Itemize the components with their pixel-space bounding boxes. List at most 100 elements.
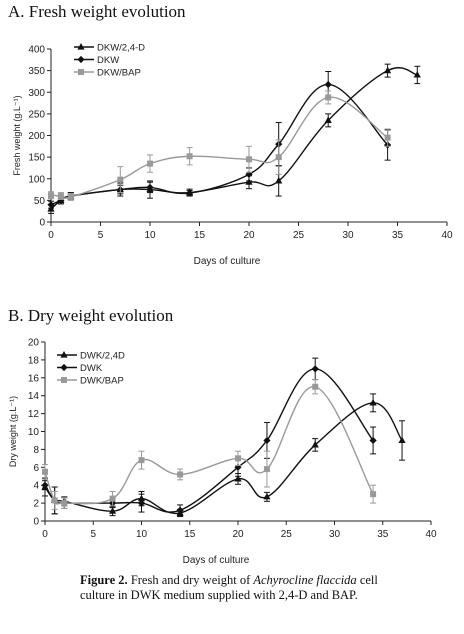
x-tick-label: 40 <box>441 230 453 241</box>
data-point <box>413 70 421 78</box>
y-tick-label: 100 <box>28 174 45 185</box>
legend-label: DWK/BAP <box>80 376 124 387</box>
legend-label: DKW/2,4-D <box>97 43 145 54</box>
x-tick-label: 25 <box>293 230 305 241</box>
data-point <box>311 440 319 448</box>
x-tick-label: 10 <box>144 230 156 241</box>
data-point <box>263 436 271 445</box>
x-axis-label: Days of culture <box>194 256 261 267</box>
y-tick-label: 400 <box>28 45 45 56</box>
x-tick-label: 35 <box>377 529 389 540</box>
x-tick-label: 40 <box>425 529 437 540</box>
data-point <box>384 134 391 141</box>
data-point <box>117 176 124 183</box>
legend-marker <box>77 43 85 50</box>
x-tick-label: 30 <box>342 230 354 241</box>
series-3 <box>42 379 377 510</box>
data-point <box>234 474 242 482</box>
data-point <box>108 507 117 514</box>
x-tick-label: 35 <box>392 230 404 241</box>
chart-b-title: B. Dry weight evolution <box>8 306 174 325</box>
data-point <box>325 94 332 101</box>
y-tick-label: 50 <box>34 196 46 207</box>
legend-label: DWK <box>80 363 103 374</box>
data-point <box>109 495 116 502</box>
data-point <box>235 455 241 462</box>
y-tick-label: 350 <box>28 66 45 77</box>
series-line <box>44 368 374 513</box>
data-point <box>245 178 253 185</box>
data-point <box>57 193 64 200</box>
y-axis-label: Dry weight (g.L⁻¹) <box>8 396 18 467</box>
data-point <box>398 436 406 444</box>
data-point <box>275 154 282 161</box>
legend-label: DWK/2,4D <box>80 351 125 362</box>
x-tick-label: 5 <box>90 529 96 540</box>
caption-species: Achyrocline flaccida <box>253 573 357 587</box>
y-tick-label: 200 <box>28 131 45 142</box>
y-axis-label: Fresh weight (g.L⁻¹) <box>12 95 22 175</box>
x-axis-label: Days of culture <box>183 555 250 566</box>
data-point <box>324 116 332 123</box>
data-point <box>147 160 153 167</box>
x-tick-label: 5 <box>98 230 104 241</box>
data-point <box>246 156 252 163</box>
data-point <box>311 365 319 373</box>
data-point <box>48 192 54 199</box>
series-line <box>44 402 403 515</box>
data-point <box>42 468 48 475</box>
y-tick-label: 16 <box>28 373 40 384</box>
legend-marker <box>77 55 85 64</box>
data-point <box>370 491 377 498</box>
caption-label: Figure 2. <box>80 573 128 587</box>
data-point <box>186 153 193 160</box>
legend-marker <box>78 69 84 75</box>
y-tick-label: 20 <box>28 338 40 349</box>
x-tick-label: 15 <box>184 529 196 540</box>
data-point <box>176 506 184 514</box>
data-point <box>41 481 49 489</box>
legend-label: DKW/BAP <box>97 68 141 79</box>
y-tick-label: 0 <box>33 517 39 528</box>
legend-marker <box>61 377 67 383</box>
y-tick-label: 250 <box>28 109 45 120</box>
y-tick-label: 12 <box>28 409 40 420</box>
data-point <box>51 497 58 504</box>
data-point <box>312 383 319 390</box>
x-tick-label: 0 <box>48 230 54 241</box>
legend-label: DKW <box>97 55 119 66</box>
data-point <box>384 66 392 74</box>
fresh-weight-chart: 0 50 100 150 200 250 300 350 400 0 5 10 15 20 25 30 35 40… <box>12 43 453 268</box>
y-tick-label: 2 <box>33 499 39 510</box>
data-point <box>146 183 154 191</box>
legend-marker <box>60 363 68 372</box>
data-point <box>324 80 332 89</box>
y-tick-label: 4 <box>33 481 39 492</box>
y-tick-label: 6 <box>33 463 39 474</box>
y-tick-label: 18 <box>28 355 40 366</box>
x-tick-label: 20 <box>232 529 244 540</box>
data-point <box>47 201 55 209</box>
x-tick-label: 30 <box>329 529 341 540</box>
data-point <box>263 492 271 500</box>
x-tick-label: 0 <box>42 529 48 540</box>
x-tick-label: 25 <box>281 529 293 540</box>
caption-text-after: cell culture in DWK medium supplied with… <box>80 573 378 602</box>
data-point <box>137 499 146 507</box>
data-point <box>138 457 145 464</box>
data-point <box>275 176 283 184</box>
caption-text-before: Fresh and dry weight of <box>127 573 254 587</box>
data-point <box>369 398 377 406</box>
chart-a-title: A. Fresh weight evolution <box>8 2 186 21</box>
y-tick-label: 14 <box>28 391 40 402</box>
dry-weight-chart: 0 2 4 6 8 10 12 14 16 18 20 0 5 10 15 20 25 30 35 40 Days of… <box>8 338 437 567</box>
y-tick-label: 8 <box>33 445 39 456</box>
data-point <box>61 500 68 507</box>
y-tick-label: 150 <box>28 153 45 164</box>
legend-marker <box>60 351 68 358</box>
data-point <box>369 436 377 445</box>
x-tick-label: 10 <box>136 529 148 540</box>
x-tick-label: 20 <box>243 230 255 241</box>
y-tick-label: 300 <box>28 88 45 99</box>
data-point <box>67 193 74 200</box>
